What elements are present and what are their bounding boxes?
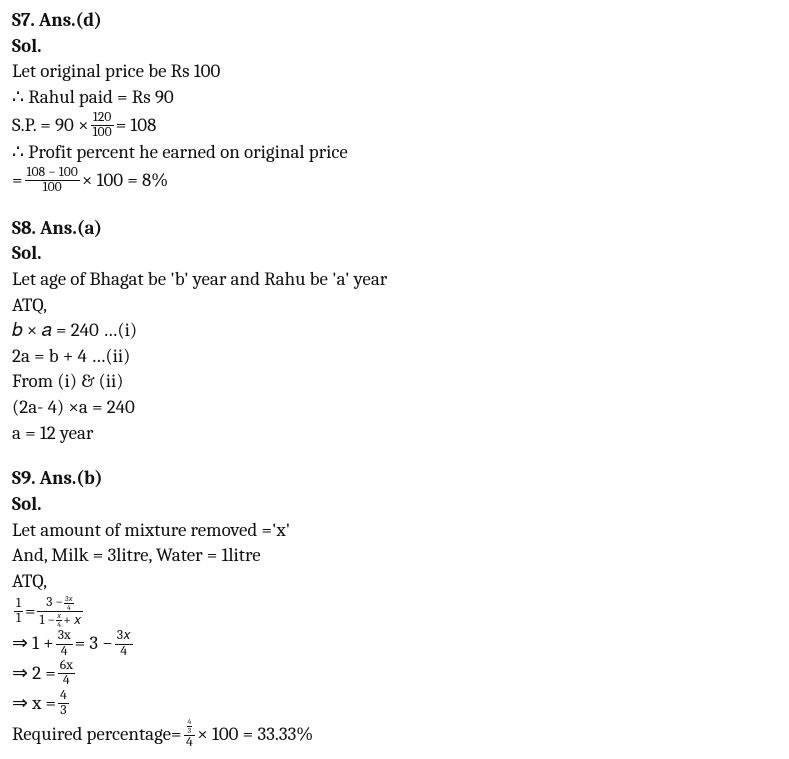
fraction: 3x 4 (56, 629, 73, 659)
numerator: 6x (58, 659, 75, 674)
numerator: 1 (14, 597, 23, 612)
s9-line1: Let amount of mixture removed ='x' (12, 518, 777, 544)
s7-line2: ∴ Rahul paid = Rs 90 (12, 85, 777, 111)
denominator: 4 (184, 736, 196, 750)
text: ⇒ 1 + (12, 631, 54, 657)
s7-line4: ∴ Profit percent he earned on original p… (12, 140, 777, 166)
denominator: 4 (115, 645, 133, 659)
numerator: 3 − 3𝑥 4 (37, 595, 83, 613)
numerator: 120 (91, 111, 114, 126)
s9-eq1: 1 1 = 3 − 3𝑥 4 1 − 𝑥 4 + 𝑥 (12, 595, 777, 630)
text: ⇒ 2 = (12, 661, 56, 687)
numerator: 3x (56, 629, 73, 644)
text: ⇒ x = (12, 691, 56, 717)
numerator: 4 (58, 689, 69, 704)
s8-line7: a = 12 year (12, 421, 777, 447)
denominator: 4 (56, 645, 73, 659)
s9-line3: ATQ, (12, 569, 777, 595)
s7-line1: Let original price be Rs 100 (12, 59, 777, 85)
s8-line2: ATQ, (12, 293, 777, 319)
s9-eq5: Required percentage= 4 3 4 × 100 = 33.33… (12, 718, 777, 750)
s9-eq3: ⇒ 2 = 6x 4 (12, 659, 777, 689)
denominator: 4 (64, 604, 74, 612)
fraction: 1 1 (14, 597, 23, 627)
denominator: 1 (14, 612, 23, 626)
numerator: 3𝑥 (115, 629, 133, 644)
s7-sol: Sol. (12, 34, 777, 60)
fraction: 4 3 4 (184, 718, 196, 750)
s7-line3: S.P. = 90 × 120 100 = 108 (12, 111, 777, 141)
s9-eq2: ⇒ 1 + 3x 4 = 3 − 3𝑥 4 (12, 629, 777, 659)
denominator: 100 (25, 181, 80, 195)
denominator: 1 − 𝑥 4 + 𝑥 (37, 612, 83, 629)
denominator: 3 (187, 727, 193, 735)
fraction: 120 100 (91, 111, 114, 141)
text: = 108 (116, 113, 157, 139)
text: S.P. = 90 × (12, 113, 89, 139)
text: 3 − (46, 596, 63, 610)
s8-heading: S8. Ans.(a) (12, 216, 777, 242)
s9-eq4: ⇒ x = 4 3 (12, 689, 777, 719)
s8-sol: Sol. (12, 241, 777, 267)
text: × 100 = 8% (82, 168, 168, 194)
numerator: 4 3 (184, 718, 196, 736)
fraction: 𝑥 4 (56, 612, 62, 629)
s8-line6: (2a- 4) ×a = 240 (12, 395, 777, 421)
numerator: 108 − 100 (25, 166, 80, 181)
text: + 𝑥 (63, 614, 81, 628)
s9-heading: S9. Ans.(b) (12, 466, 777, 492)
denominator: 100 (91, 126, 114, 140)
text: Required percentage= (12, 722, 182, 748)
fraction: 6x 4 (58, 659, 75, 689)
fraction: 4 3 (58, 689, 69, 719)
s9-sol: Sol. (12, 492, 777, 518)
text: = (25, 599, 36, 625)
s7-heading: S7. Ans.(d) (12, 8, 777, 34)
s7-line5: = 108 − 100 100 × 100 = 8% (12, 166, 777, 196)
text: × 100 = 33.33% (197, 722, 313, 748)
s9-line2: And, Milk = 3litre, Water = 1litre (12, 543, 777, 569)
text: = (12, 168, 23, 194)
text: = 3 − (75, 631, 113, 657)
fraction: 4 3 (187, 718, 193, 735)
denominator: 3 (58, 704, 69, 718)
fraction: 108 − 100 100 (25, 166, 80, 196)
fraction: 3 − 3𝑥 4 1 − 𝑥 4 + 𝑥 (37, 595, 83, 630)
s8-line4: 2a = b + 4 …(ii) (12, 344, 777, 370)
denominator: 4 (58, 674, 75, 688)
s8-line1: Let age of Bhagat be 'b' year and Rahu b… (12, 267, 777, 293)
s8-line5: From (i) & (ii) (12, 369, 777, 395)
fraction: 3𝑥 4 (115, 629, 133, 659)
numerator: 4 (187, 718, 193, 727)
text: 1 − (39, 614, 55, 628)
fraction: 3𝑥 4 (64, 595, 74, 612)
s8-line3: 𝑏 × 𝑎 = 240 …(i) (12, 318, 777, 344)
